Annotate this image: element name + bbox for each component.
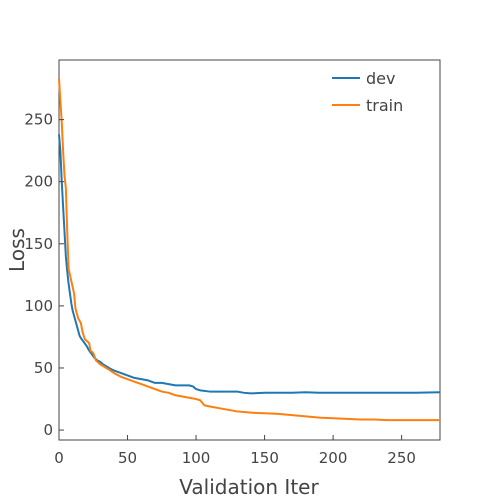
x-tick-label: 150: [250, 449, 279, 467]
legend: dev train: [332, 69, 403, 115]
x-axis-title: Validation Iter: [179, 475, 319, 499]
y-tick-label: 200: [24, 173, 53, 191]
x-tick-label: 100: [182, 449, 211, 467]
x-tick-label: 0: [54, 449, 64, 467]
y-tick-label: 0: [43, 421, 53, 439]
y-tick-label: 250: [24, 111, 53, 129]
legend-label-train: train: [366, 96, 403, 115]
series-layer: [58, 78, 441, 422]
plot-area: [58, 59, 441, 441]
x-tick-label: 250: [387, 449, 416, 467]
x-tick-label: 50: [118, 449, 137, 467]
y-tick-label: 50: [34, 359, 53, 377]
plot-frame: [58, 59, 441, 441]
x-tick-label: 200: [319, 449, 348, 467]
y-axis-title: Loss: [5, 228, 29, 272]
y-tick-label: 100: [24, 297, 53, 315]
y-tick-label: 150: [24, 235, 53, 253]
legend-label-dev: dev: [366, 69, 395, 88]
ticks-layer: 0 50 100 150 200 250 0 50 100 150 200 250: [24, 111, 416, 467]
series-line-dev: [58, 134, 441, 395]
series-line-train: [58, 78, 440, 422]
